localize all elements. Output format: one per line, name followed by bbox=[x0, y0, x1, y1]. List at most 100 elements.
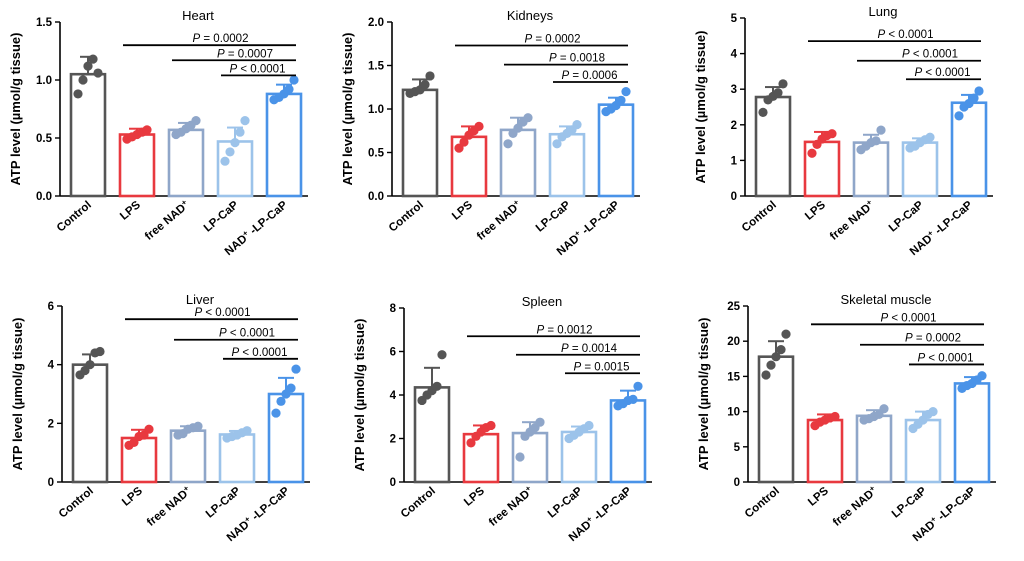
y-tick-label: 5 bbox=[731, 13, 738, 25]
y-tick-label: 0.0 bbox=[36, 191, 52, 203]
x-tick-label: LP-CaP bbox=[887, 199, 926, 235]
x-tick-label: Control bbox=[387, 199, 426, 234]
x-tick-label: Control bbox=[743, 485, 782, 520]
data-point bbox=[420, 80, 430, 90]
p-value-label: P < 0.0001 bbox=[902, 49, 958, 61]
data-point bbox=[284, 84, 294, 94]
data-point bbox=[88, 54, 98, 64]
x-tick-label: free NAD+ bbox=[141, 197, 192, 243]
data-point bbox=[771, 352, 781, 362]
y-axis-label: ATP level (µmol/g tissue) bbox=[693, 31, 708, 184]
y-axis-label: ATP level (µmol/g tissue) bbox=[10, 318, 25, 471]
x-tick-label: LPS bbox=[803, 199, 828, 223]
bar bbox=[267, 392, 305, 484]
data-point bbox=[925, 132, 935, 142]
data-point bbox=[271, 408, 281, 418]
data-point bbox=[73, 89, 83, 99]
data-point bbox=[628, 394, 638, 404]
y-tick-label: 0.0 bbox=[368, 191, 384, 203]
chart-panel-spleen: ATP level (µmol/g tissue) Spleen 0 2 4 6 8 Cont… bbox=[352, 294, 652, 544]
bar bbox=[118, 133, 156, 198]
x-tick-label: LPS bbox=[806, 485, 831, 509]
data-point bbox=[776, 345, 786, 355]
data-point bbox=[827, 129, 837, 139]
y-tick-label: 3 bbox=[731, 84, 737, 96]
y-tick-label: 4 bbox=[731, 49, 738, 61]
y-tick-label: 6 bbox=[48, 301, 54, 313]
p-value-label: P < 0.0001 bbox=[230, 63, 286, 75]
chart-title: Skeletal muscle bbox=[840, 292, 931, 307]
data-point bbox=[552, 139, 562, 149]
x-tick-label: LP-CaP bbox=[890, 485, 929, 521]
data-point bbox=[220, 156, 230, 166]
data-point bbox=[289, 75, 299, 85]
data-point bbox=[474, 121, 484, 131]
bar bbox=[855, 414, 893, 484]
x-tick-label: free NAD+ bbox=[143, 483, 194, 529]
p-value-label: P = 0.0006 bbox=[562, 70, 618, 82]
y-axis-label: ATP level (µmol/g tissue) bbox=[696, 318, 711, 471]
data-point bbox=[85, 360, 95, 370]
p-value-label: P = 0.0002 bbox=[525, 33, 581, 45]
chart-panel-lung: ATP level (µmol/g tissue) Lung 0 1 2 3 4 5 Contr… bbox=[693, 4, 993, 258]
y-tick-label: 1.5 bbox=[368, 61, 385, 73]
y-tick-label: 20 bbox=[727, 336, 740, 348]
p-value-label: P < 0.0001 bbox=[195, 307, 251, 319]
y-tick-label: 0.5 bbox=[36, 133, 53, 145]
x-tick-label: LPS bbox=[462, 485, 487, 509]
data-point bbox=[459, 137, 469, 147]
data-point bbox=[291, 364, 301, 374]
y-tick-label: 8 bbox=[390, 303, 397, 315]
data-point bbox=[78, 75, 88, 85]
p-value-label: P < 0.0001 bbox=[232, 347, 288, 359]
y-tick-label: 1.5 bbox=[36, 17, 53, 29]
data-point bbox=[758, 107, 768, 117]
data-point bbox=[778, 79, 788, 89]
data-point bbox=[486, 420, 496, 431]
y-tick-label: 2.0 bbox=[368, 17, 384, 29]
x-tick-label: LPS bbox=[450, 199, 475, 223]
bar bbox=[71, 363, 109, 484]
data-point bbox=[633, 381, 643, 391]
data-point bbox=[142, 125, 152, 135]
data-point bbox=[425, 71, 435, 81]
y-tick-label: 0 bbox=[734, 477, 740, 489]
y-tick-label: 0 bbox=[390, 477, 396, 489]
bar bbox=[401, 88, 439, 198]
x-tick-label: LP-CaP bbox=[534, 199, 573, 235]
bar bbox=[216, 140, 254, 198]
x-tick-label: Control bbox=[57, 485, 96, 520]
bar bbox=[953, 382, 991, 484]
p-value-label: P = 0.0002 bbox=[193, 33, 249, 45]
data-point bbox=[523, 113, 533, 123]
data-point bbox=[977, 371, 987, 381]
chart-title: Kidneys bbox=[507, 8, 554, 23]
y-axis-label: ATP level (µmol/g tissue) bbox=[8, 33, 23, 186]
data-point bbox=[928, 407, 938, 417]
y-tick-label: 25 bbox=[727, 301, 740, 313]
data-point bbox=[454, 143, 464, 153]
p-value-label: P = 0.0018 bbox=[549, 53, 605, 65]
p-value-label: P = 0.0007 bbox=[217, 48, 273, 60]
y-tick-label: 4 bbox=[48, 360, 55, 372]
y-tick-label: 5 bbox=[734, 442, 741, 454]
chart-panel-skeletal-muscle: ATP level (µmol/g tissue) Skeletal muscle… bbox=[696, 292, 996, 544]
y-tick-label: 0 bbox=[731, 191, 737, 203]
y-tick-label: 0 bbox=[48, 477, 54, 489]
data-point bbox=[286, 383, 296, 393]
p-value-label: P = 0.0014 bbox=[561, 343, 618, 355]
bar bbox=[609, 399, 647, 484]
x-tick-label: LP-CaP bbox=[202, 199, 241, 235]
y-tick-label: 10 bbox=[727, 407, 740, 419]
data-point bbox=[807, 148, 817, 158]
y-tick-label: 0.5 bbox=[368, 148, 385, 160]
y-tick-label: 6 bbox=[390, 347, 396, 359]
data-point bbox=[876, 125, 886, 135]
data-point bbox=[83, 61, 93, 71]
data-point bbox=[830, 411, 840, 422]
y-tick-label: 1.0 bbox=[368, 104, 384, 116]
data-point bbox=[193, 421, 203, 431]
chart-title: Heart bbox=[182, 8, 214, 23]
data-point bbox=[466, 438, 476, 448]
